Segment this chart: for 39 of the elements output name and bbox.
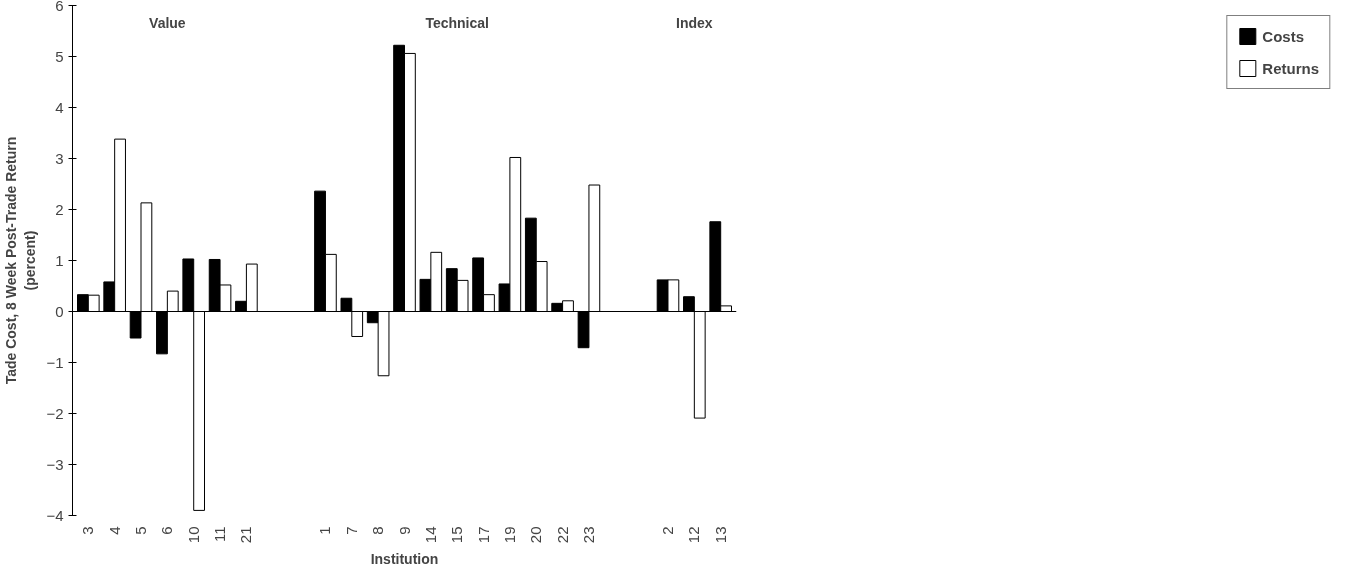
x-tick-label: 19 [500,526,518,544]
x-tick-label: 22 [553,526,571,544]
y-tick-label: −3 [46,455,64,473]
x-tick-label: 2 [658,526,676,535]
x-tick-label: 9 [395,526,413,535]
y-tick-label: 0 [55,302,64,320]
x-tick-label: 17 [474,526,492,544]
x-tick-label: 10 [184,526,202,544]
legend-label: Costs [1262,27,1304,45]
x-tick-label: 15 [448,526,466,544]
x-tick-label: 20 [527,526,545,544]
legend-label: Returns [1262,59,1319,77]
annotation: Value [149,15,186,32]
x-tick-label: 14 [421,526,439,544]
y-axis-title: Tade Cost, 8 Week Post-Trade Return (percent) [3,136,39,385]
y-tick-label: 3 [55,149,64,167]
x-tick-label: 5 [132,526,150,535]
x-tick-label: 1 [316,526,334,535]
x-tick-label: 23 [579,526,597,544]
x-tick-label: 12 [685,526,703,544]
y-tick-label: 6 [55,0,64,14]
y-tick-label: 1 [55,251,64,269]
x-tick-label: 21 [237,526,255,544]
annotation: Index [676,15,713,32]
x-tick-label: 3 [79,526,97,535]
y-tick-label: 2 [55,200,64,218]
x-tick-label: 8 [369,526,387,535]
y-tick-label: 5 [55,47,64,65]
x-axis-title: Institution [370,551,439,568]
x-tick-label: 6 [158,526,176,535]
x-tick-label: 13 [711,526,729,544]
x-tick-label: 7 [342,526,360,535]
y-tick-label: −1 [46,353,64,371]
x-tick-label: 4 [105,526,123,535]
y-tick-label: −4 [46,506,64,524]
y-tick-label: −2 [46,404,64,422]
x-tick-label: 11 [211,526,229,543]
y-tick-label: 4 [55,98,64,116]
annotation: Technical [425,15,489,32]
